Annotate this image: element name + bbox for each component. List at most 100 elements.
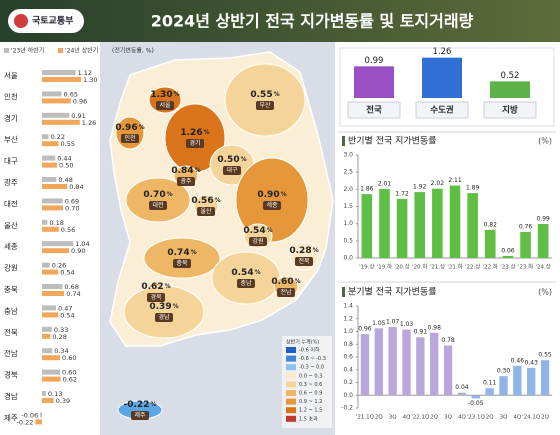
bar: [416, 337, 425, 396]
value-label: 0.60: [62, 369, 76, 377]
map-legend-swatch: [286, 407, 296, 414]
map-legend-title: 상반기 누계(%): [286, 339, 319, 346]
map-value-number: 1.26: [180, 128, 202, 138]
legend-subtitle: (전기변동률, %): [112, 47, 154, 55]
unit-label: (%): [538, 288, 552, 297]
x-tick-label: '21.하: [447, 263, 462, 271]
value-label: 0.06: [501, 247, 515, 254]
map-name: 울산: [200, 207, 212, 215]
bar: [490, 81, 530, 98]
map-legend-label: -0.6 ~ -0.3: [299, 356, 326, 362]
logo-icon: [14, 14, 28, 28]
value-label: 0.46: [511, 357, 525, 364]
value-label: 0.65: [64, 90, 78, 98]
bar: [40, 412, 42, 418]
chart-title: 반기별 전국 지가변동률: [348, 136, 437, 147]
map-name-box: [295, 257, 313, 266]
value-label: 0.91: [71, 112, 85, 120]
map-name-box: [197, 207, 215, 216]
map-name: 인천: [124, 134, 135, 142]
map-name-box: [147, 293, 165, 302]
map-value: 0.60%: [271, 277, 300, 287]
map-value-unit: %: [281, 191, 287, 198]
title-marker: [342, 287, 345, 297]
map-name-box: [256, 101, 274, 110]
bar: [414, 192, 426, 258]
value-label: 0.50: [59, 162, 73, 170]
unit-label: (%): [538, 137, 552, 146]
bar: [42, 112, 70, 118]
map-name: 충북: [176, 259, 188, 267]
map-name: 강원: [252, 237, 263, 245]
bar: [527, 367, 536, 396]
legend-swatch: [58, 48, 63, 53]
bar: [432, 188, 443, 258]
value-label: 0.47: [58, 304, 72, 312]
value-label: 0.96: [73, 97, 87, 105]
map-value: 0.39%: [149, 302, 178, 312]
value-label: 0.82: [484, 221, 498, 228]
map-name-box: [237, 279, 255, 288]
map-value: 0.54%: [231, 268, 260, 278]
map-value-number: 0.54: [243, 226, 265, 236]
region-name: 세종: [4, 242, 18, 251]
value-label: 0.99: [365, 56, 384, 66]
map-name-box: [223, 166, 241, 175]
value-label: 0.44: [57, 155, 71, 163]
title-marker: [342, 136, 345, 146]
y-tick-label: 1.5: [343, 203, 353, 210]
x-tick-label: 3Q: [444, 415, 452, 421]
bar: [361, 194, 373, 258]
map-value-number: 0.60: [271, 277, 293, 287]
bar: [42, 305, 57, 311]
map-legend-swatch: [286, 355, 296, 362]
map-legend-swatch: [286, 390, 296, 396]
value-label: 0.39: [56, 397, 70, 405]
value-label: 0.18: [49, 219, 63, 227]
bar: [42, 241, 74, 247]
value-label: 0.78: [441, 337, 455, 344]
x-tick-label: 2Q: [375, 415, 383, 421]
map-name: 충남: [240, 279, 252, 287]
value-label: 0.76: [519, 223, 533, 230]
bar: [42, 226, 59, 232]
y-tick-label: 1.2: [343, 315, 353, 322]
value-label: 0.68: [64, 283, 78, 291]
value-label: 0.62: [63, 376, 77, 384]
bar: [360, 334, 370, 396]
category-label: 지방: [502, 105, 518, 116]
value-label: 1.12: [78, 69, 92, 77]
x-tick-label: '20.상: [394, 263, 409, 271]
value-label: 0.99: [537, 216, 551, 223]
x-tick-label: '24.상: [536, 263, 551, 271]
map-value-unit: %: [167, 191, 173, 198]
map-value-unit: %: [191, 249, 197, 256]
value-label: 1.05: [372, 320, 386, 327]
category-label: 수도권: [430, 105, 454, 116]
map-name-box: [131, 411, 149, 420]
value-label: 0.54: [60, 269, 74, 277]
x-tick-label: 2Q: [541, 415, 549, 421]
bar: [513, 365, 522, 396]
bar: [396, 198, 408, 258]
x-tick-label: 4Q: [403, 415, 411, 421]
x-tick-label: '22.상: [465, 263, 480, 271]
map-value-number: 0.54: [231, 268, 253, 278]
bar: [42, 184, 68, 189]
value-label: 1.72: [395, 190, 409, 197]
x-tick-label: '23.상: [500, 263, 515, 271]
category-label: 전국: [366, 105, 382, 116]
value-label: 0.55: [61, 140, 75, 148]
value-label: 2.11: [448, 177, 462, 184]
y-tick-label: 0.0: [343, 255, 353, 262]
value-label: 0.60: [62, 354, 76, 362]
value-label: 0.84: [69, 183, 83, 191]
map-value-unit: %: [173, 303, 179, 310]
value-label: 0.43: [525, 359, 539, 366]
bar: [42, 312, 59, 318]
bar: [42, 219, 48, 225]
map-legend-label: 1.2 ~ 1.5: [299, 408, 322, 414]
x-tick-label: 2Q: [430, 415, 438, 421]
map-value-number: 0.62: [141, 282, 163, 292]
value-label: 0.69: [65, 197, 79, 205]
